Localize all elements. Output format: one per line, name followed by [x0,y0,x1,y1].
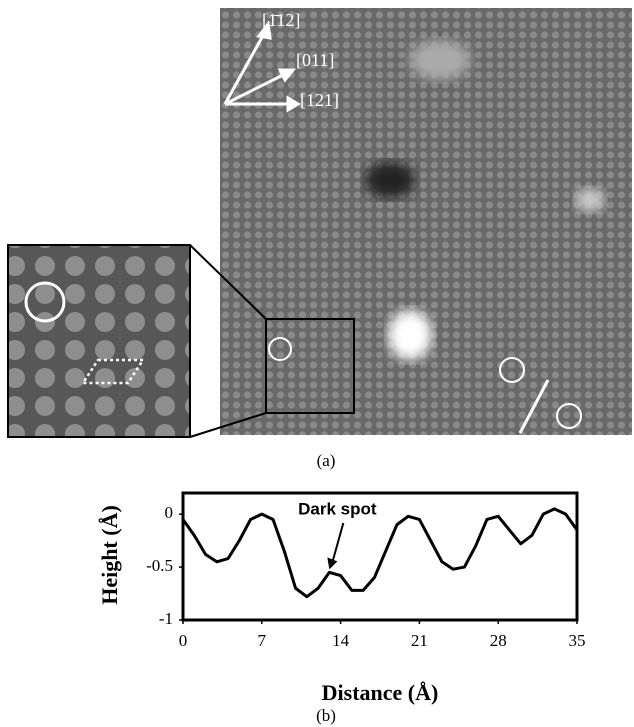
panel-label: (a) [317,451,336,470]
direction-label: [1̄12] [262,10,300,30]
direction-label: [011] [296,50,334,70]
x-axis-label: Distance (Å) [322,680,439,705]
annotation: Dark spot [298,499,377,518]
figure: [1̄12] [011] [121] (a) (b) Distance (Å) … [0,0,634,727]
y-tick-label: -1 [159,609,173,628]
direction-label: [121] [300,90,339,110]
panel-label: (b) [316,706,336,725]
x-tick-label: 7 [258,631,267,650]
y-tick-label: -0.5 [146,556,173,575]
x-tick-label: 0 [179,631,188,650]
x-tick-label: 21 [411,631,428,650]
stm-image: [1̄12] [011] [121] [220,8,632,435]
annotation-arrow [332,523,343,562]
x-tick-label: 28 [490,631,507,650]
x-tick-label: 35 [569,631,586,650]
plot-frame [183,493,577,620]
y-tick-label: 0 [165,503,174,522]
x-tick-label: 14 [332,631,350,650]
profile-line [183,509,577,597]
y-axis-label: Height (Å) [97,505,122,605]
